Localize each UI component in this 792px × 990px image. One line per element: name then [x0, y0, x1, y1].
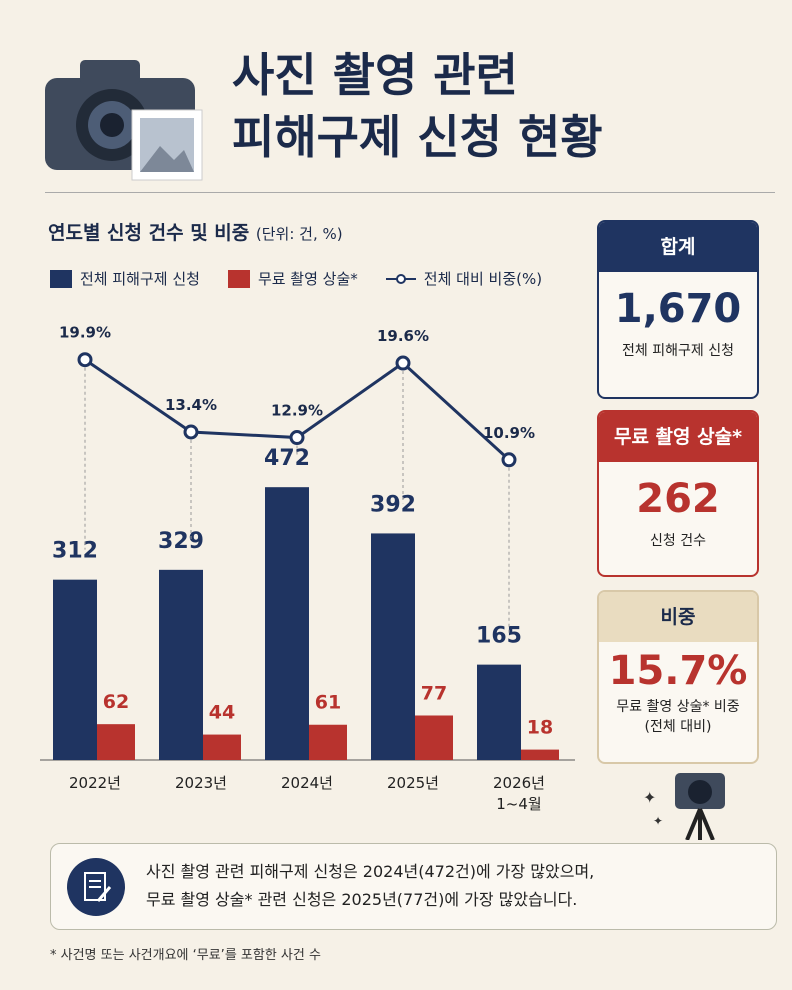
- bar-label: 61: [315, 692, 341, 714]
- card: 무료 촬영 상술* 262 신청 건수: [597, 410, 759, 577]
- x-tick-label: 2025년: [387, 774, 439, 792]
- bar-label: 165: [476, 624, 522, 649]
- legend-item: 무료 촬영 상술*: [227, 268, 358, 289]
- card-heading: 비중: [599, 592, 757, 642]
- point-label: 12.9%: [271, 402, 323, 420]
- bar-label: 62: [103, 691, 129, 713]
- svg-text:✦: ✦: [643, 788, 656, 807]
- card-heading: 합계: [599, 222, 757, 272]
- bar: [309, 724, 347, 760]
- bar: [477, 664, 521, 760]
- bar-label: 77: [421, 682, 447, 704]
- unit-note: (단위: 건, %): [255, 225, 343, 243]
- bar-label: 329: [158, 529, 204, 554]
- legend-dot: [395, 273, 406, 284]
- point: [395, 355, 411, 371]
- bar: [415, 715, 453, 760]
- bar: [159, 569, 203, 760]
- legend-swatch: [50, 269, 72, 288]
- chart-title-text: 연도별 신청 건수 및 비중: [48, 222, 250, 244]
- chart-title: 연도별 신청 건수 및 비중 (단위: 건, %): [48, 218, 343, 245]
- point: [77, 352, 93, 368]
- legend-item: 전체 피해구제 신청: [50, 268, 200, 289]
- legend-item: 전체 대비 비중(%): [385, 268, 543, 289]
- bar: [97, 724, 135, 760]
- tripod-icon: ✦✦: [643, 773, 725, 840]
- card-value: 1,670: [614, 286, 742, 332]
- point-label: 19.6%: [377, 327, 429, 345]
- card-caption: 전체 피해구제 신청: [622, 343, 734, 359]
- note-line: 무료 촬영 상술* 관련 신청은 2025년(77건)에 가장 많았습니다.: [146, 890, 578, 909]
- x-tick-label: 2023년: [175, 774, 227, 792]
- bar-label: 44: [209, 702, 235, 724]
- card-heading: 무료 촬영 상술*: [599, 412, 757, 462]
- point-label: 19.9%: [59, 324, 111, 342]
- divider: [45, 192, 775, 193]
- bar: [265, 487, 309, 760]
- bar: [371, 533, 415, 760]
- bar-label: 392: [370, 492, 416, 517]
- bar-label: 18: [527, 717, 553, 739]
- x-tick-label: 2024년: [281, 774, 333, 792]
- card-caption: 무료 촬영 상술* 비중 (전체 대비): [616, 699, 740, 735]
- camera-icon: [45, 60, 203, 181]
- point-label: 10.9%: [483, 424, 535, 442]
- note-icon: [67, 858, 125, 916]
- footnote: * 사건명 또는 사건개요에 ‘무료’를 포함한 사건 수: [50, 948, 321, 963]
- legend: 전체 피해구제 신청 무료 촬영 상술* 전체 대비 비중(%): [50, 268, 542, 289]
- bar: [53, 579, 97, 760]
- bar-label: 312: [52, 539, 98, 564]
- point: [183, 424, 199, 440]
- legend-label: 무료 촬영 상술*: [257, 270, 358, 288]
- legend-swatch: [227, 269, 250, 288]
- card-value: 15.7%: [608, 648, 748, 694]
- card-value: 262: [636, 476, 720, 522]
- point: [501, 452, 517, 468]
- bar: [203, 734, 241, 760]
- card: 합계 1,670 전체 피해구제 신청: [597, 220, 759, 399]
- title-line: 사진 촬영 관련: [232, 48, 518, 102]
- bar-label: 472: [264, 446, 310, 471]
- note-box: 사진 촬영 관련 피해구제 신청은 2024년(472건)에 가장 많았으며, 무…: [50, 843, 777, 930]
- point: [289, 430, 305, 446]
- card: 비중 15.7% 무료 촬영 상술* 비중 (전체 대비): [597, 590, 759, 764]
- x-tick-label: 2022년: [69, 774, 121, 792]
- svg-text:✦: ✦: [653, 814, 663, 828]
- bar: [521, 749, 559, 760]
- card-caption: 신청 건수: [650, 533, 706, 549]
- legend-line: [385, 273, 416, 284]
- legend-label: 전체 대비 비중(%): [423, 270, 543, 288]
- note-line: 사진 촬영 관련 피해구제 신청은 2024년(472건)에 가장 많았으며,: [146, 862, 595, 881]
- title-line: 피해구제 신청 현황: [232, 110, 603, 164]
- x-tick-label: 2026년 1~4월: [493, 774, 545, 813]
- legend-label: 전체 피해구제 신청: [80, 270, 200, 288]
- point-label: 13.4%: [165, 396, 217, 414]
